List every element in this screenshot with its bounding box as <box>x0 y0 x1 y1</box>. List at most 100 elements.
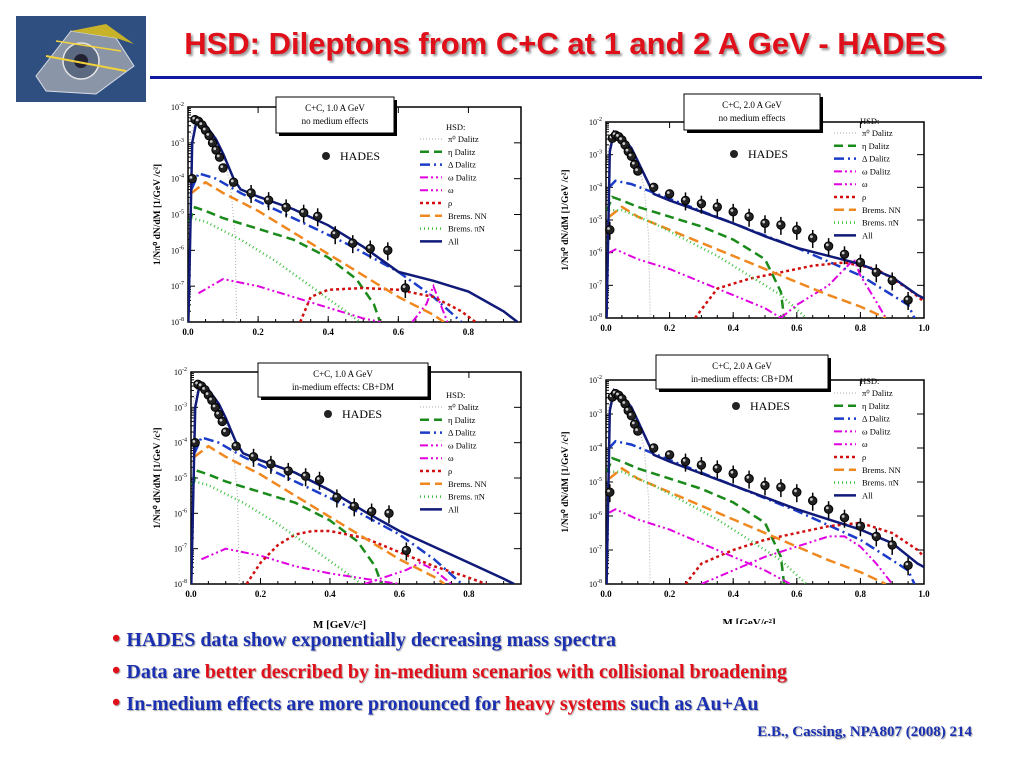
legend-entry: η Dalitz <box>448 415 476 425</box>
legend-hades-label: HADES <box>340 149 380 163</box>
label-box <box>275 96 395 134</box>
data-point-highlight <box>402 285 406 289</box>
legend-data-marker <box>322 152 330 160</box>
y-tick-base: 10 <box>174 474 182 483</box>
y-tick-label: 10-5 <box>171 210 184 220</box>
x-tick-label: 0.0 <box>185 589 197 599</box>
data-point-highlight <box>265 197 269 201</box>
y-tick-label: 10-6 <box>171 245 184 255</box>
data-point <box>217 416 227 427</box>
y-tick-exponent: -4 <box>179 174 184 180</box>
series-line <box>411 283 449 322</box>
data-point <box>218 163 228 173</box>
data-point <box>312 211 323 221</box>
y-tick-label: 10-3 <box>171 138 184 148</box>
x-tick-label: 0.6 <box>791 589 803 599</box>
series-line <box>190 171 463 322</box>
y-tick-base: 10 <box>174 403 182 412</box>
bullet-text: HADES data show exponentially decreasing… <box>126 629 617 651</box>
bullet-item: • HADES data show exponentially decreasin… <box>112 624 1012 656</box>
data-point <box>728 207 738 217</box>
data-point <box>246 188 256 198</box>
data-point-highlight <box>199 122 203 126</box>
data-point-highlight <box>334 494 337 498</box>
y-tick-label: 10-8 <box>589 579 602 589</box>
legend-entry: π⁰ Dalitz <box>862 388 893 398</box>
series-line <box>608 179 916 318</box>
data-point-highlight <box>794 489 797 493</box>
data-point-highlight <box>622 401 626 404</box>
data-point <box>680 195 691 206</box>
y-tick-label: 10-7 <box>589 545 602 555</box>
legend-entry: η Dalitz <box>448 147 476 157</box>
data-point-highlight <box>368 508 372 512</box>
data-point <box>298 208 309 218</box>
y-tick-exponent: -4 <box>597 182 602 188</box>
data-point <box>808 496 818 506</box>
data-point-highlight <box>857 259 861 263</box>
y-tick-label: 10-7 <box>171 281 184 291</box>
y-tick-base: 10 <box>171 282 179 291</box>
data-point <box>776 482 786 492</box>
data-point <box>314 475 325 485</box>
data-point <box>383 245 393 256</box>
x-tick-label: 0.2 <box>664 323 676 333</box>
data-point <box>221 427 231 437</box>
y-tick-label: 10-5 <box>589 477 602 487</box>
hades-detector-image <box>16 16 146 102</box>
legend-entry: π⁰ Dalitz <box>862 128 893 138</box>
data-point-highlight <box>628 413 632 416</box>
legend-hades-label: HADES <box>750 399 790 413</box>
y-tick-label: 10-5 <box>589 215 602 225</box>
data-point-highlight <box>631 161 635 165</box>
detector-illustration <box>16 16 146 102</box>
data-point-highlight <box>905 562 909 566</box>
y-tick-exponent: -5 <box>182 473 187 479</box>
x-tick-label: 0.6 <box>791 323 803 333</box>
data-point <box>214 152 225 162</box>
data-point <box>871 531 881 542</box>
y-tick-label: 10-7 <box>174 544 187 554</box>
data-point <box>823 504 834 514</box>
y-tick-exponent: -4 <box>597 443 602 449</box>
data-point-highlight <box>666 191 670 194</box>
data-point <box>664 450 675 460</box>
label-box <box>683 93 821 131</box>
data-point-highlight <box>873 533 877 537</box>
data-point-highlight <box>209 140 213 143</box>
y-tick-base: 10 <box>174 580 182 589</box>
y-tick-base: 10 <box>174 368 182 377</box>
data-point-highlight <box>367 245 371 249</box>
y-tick-base: 10 <box>589 281 597 290</box>
y-axis-label: 1/Nπ⁰ dN/dM [1/GeV /c²] <box>152 164 163 265</box>
y-tick-label: 10-8 <box>589 313 602 323</box>
legend-entry: Brems. NN <box>448 479 487 489</box>
legend-entry: ω <box>448 453 454 463</box>
y-tick-exponent: -7 <box>182 544 187 550</box>
data-point <box>887 275 897 286</box>
y-tick-exponent: -3 <box>597 150 602 156</box>
data-point-highlight <box>192 439 196 443</box>
legend-entry: π⁰ Dalitz <box>448 402 479 412</box>
y-tick-exponent: -8 <box>182 579 187 585</box>
box-line-1: C+C, 2.0 A GeV <box>712 361 772 371</box>
legend-entry: Brems. πN <box>448 224 485 234</box>
y-tick-label: 10-4 <box>171 174 184 184</box>
data-point-highlight <box>212 404 216 408</box>
y-tick-base: 10 <box>174 439 182 448</box>
data-point-highlight <box>202 386 205 390</box>
legend-entry: All <box>862 490 874 500</box>
data-point-highlight <box>714 465 718 469</box>
y-tick-base: 10 <box>589 512 597 521</box>
data-point-highlight <box>635 428 638 432</box>
y-tick-label: 10-2 <box>174 367 187 377</box>
y-tick-exponent: -7 <box>179 281 184 287</box>
y-tick-label: 10-4 <box>589 182 602 192</box>
data-point-highlight <box>219 418 223 422</box>
data-point <box>248 452 259 462</box>
series-line <box>609 208 808 318</box>
legend-title: HSD: <box>860 116 879 126</box>
series-line <box>608 439 916 584</box>
data-point-highlight <box>216 411 219 415</box>
data-point <box>365 243 375 254</box>
